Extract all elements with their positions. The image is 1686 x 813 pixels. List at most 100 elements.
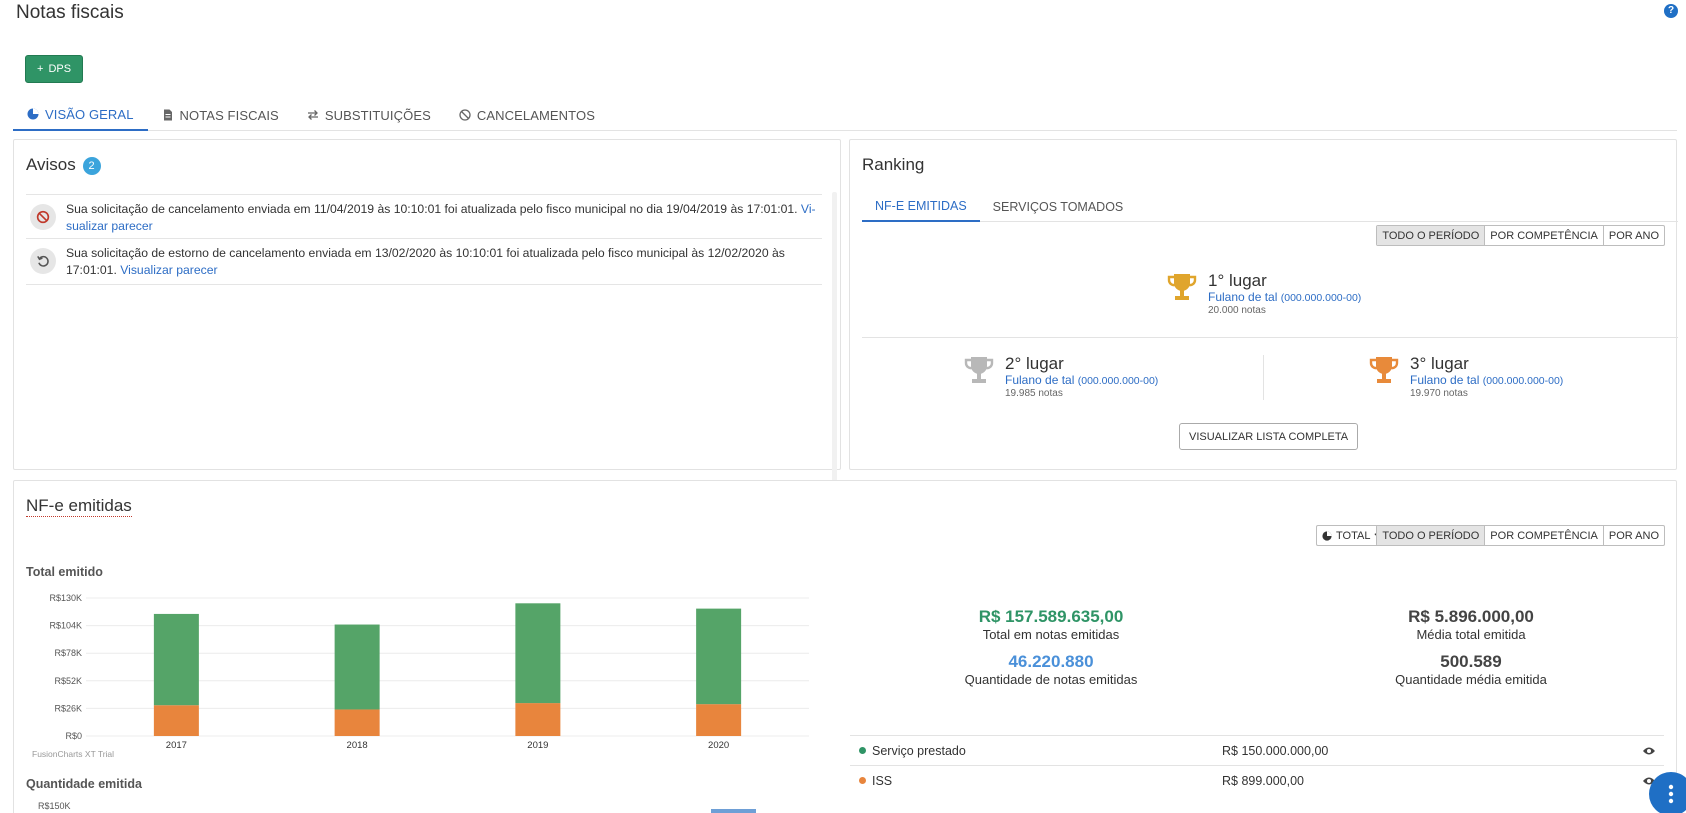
stat-media: R$ 5.896.000,00 Média total emitida (1321, 607, 1621, 642)
period-ano[interactable]: POR ANO (1602, 226, 1664, 245)
view-parecer-link[interactable]: Visualizar parecer (120, 263, 218, 277)
aviso-text: Sua solicitação de estorno de cancelamen… (66, 245, 816, 278)
stat-qtd-media-value: 500.589 (1440, 652, 1502, 671)
avisos-title: Avisos 2 (26, 155, 101, 175)
bar-segment (515, 703, 561, 736)
chart2-title: Quantidade emitida (26, 777, 142, 791)
more-options-button[interactable] (1649, 772, 1686, 813)
ranking-divider (862, 337, 1678, 338)
aviso-item: Sua solicitação de cancelamento enviada … (26, 194, 822, 239)
chart2-first-tick-text: $150K (44, 801, 71, 811)
total-dropdown-label: TOTAL (1317, 526, 1388, 545)
stat-qtd-media-label: Quantidade média emitida (1395, 672, 1547, 687)
total-dropdown[interactable]: TOTAL (1316, 525, 1390, 546)
plus-icon: + (37, 63, 44, 75)
help-icon[interactable]: ? (1664, 4, 1678, 18)
y-tick-label: R$26K (54, 703, 82, 713)
stat-media-label: Média total emitida (1416, 627, 1526, 642)
legend-value: R$ 150.000.000,00 (1222, 743, 1329, 758)
aviso-item: Sua solicitação de estorno de cancelamen… (26, 239, 822, 285)
tab-nfe-emitidas[interactable]: NF-E EMITIDAS (862, 192, 980, 222)
eye-icon[interactable] (1642, 746, 1656, 756)
stat-qtd-label: Quantidade de notas emitidas (964, 672, 1138, 687)
main-tabs: VISÃO GERAL NOTAS FISCAIS SUBSTITUIÇÕES … (13, 99, 1677, 131)
legend-value: R$ 899.000,00 (1222, 773, 1305, 788)
tab-substituicoes[interactable]: SUBSTITUIÇÕES (293, 99, 445, 131)
bar-segment (696, 608, 742, 705)
legend-dot (859, 777, 866, 784)
ban-icon (30, 204, 56, 230)
rank-third: 3° lugar Fulano de tal (000.000.000-00) … (1368, 354, 1563, 400)
nfe-panel: NF-e emitidas TOTAL TODO O PERÍODO POR C… (13, 480, 1677, 813)
rank-count: 19.985 notas (1005, 388, 1063, 399)
tab-visao-geral-label: VISÃO GERAL (45, 106, 134, 122)
add-dps-button[interactable]: + DPS (25, 55, 84, 83)
bar-segment (515, 603, 561, 704)
bar-segment (334, 624, 380, 710)
y-tick-label: R$78K (54, 648, 82, 658)
tab-visao-geral[interactable]: VISÃO GERAL (13, 99, 148, 131)
rank-first-text: 1° lugar Fulano de tal (000.000.000-00) … (1208, 271, 1361, 317)
legend-dot (859, 747, 866, 754)
legend-label: Serviço prestado (872, 743, 966, 758)
period-competencia[interactable]: POR COMPETÊNCIA (1484, 526, 1603, 545)
tab-cancelamentos[interactable]: CANCELAMENTOS (445, 99, 609, 131)
add-dps-label: DPS (48, 63, 72, 75)
ranking-title: Ranking (862, 155, 925, 174)
tab-notas-fiscais[interactable]: NOTAS FISCAIS (148, 99, 293, 131)
rank-name[interactable]: Fulano de tal (000.000.000-00) (1208, 290, 1361, 305)
period-todo[interactable]: TODO O PERÍODO (1377, 226, 1485, 245)
x-tick-label: 2017 (166, 740, 187, 751)
bar-segment (696, 704, 742, 736)
bar-segment (334, 709, 380, 736)
nfe-period-selector: TODO O PERÍODO POR COMPETÊNCIA POR ANO (1376, 525, 1665, 546)
view-parecer-link[interactable]: Vi-sualizar parecer (66, 202, 816, 233)
page-title: Notas fiscais (16, 2, 124, 23)
legend-row-servico: Serviço prestado R$ 150.000.000,00 (850, 735, 1664, 765)
y-tick-label: R$104K (49, 621, 82, 631)
rank-second: 2° lugar Fulano de tal (000.000.000-00) … (963, 354, 1158, 400)
stat-media-value: R$ 5.896.000,00 (1408, 607, 1534, 626)
chart-title: Total emitido (26, 565, 103, 579)
rank-name-text: Fulano de tal (1005, 373, 1075, 387)
rank-place: 2° lugar (1005, 354, 1064, 373)
avisos-scrollbar[interactable] (832, 192, 837, 600)
bar-segment (153, 705, 199, 736)
rank-name[interactable]: Fulano de tal (000.000.000-00) (1410, 373, 1563, 388)
pie-chart-icon (1322, 530, 1332, 541)
document-icon (163, 109, 172, 121)
period-ano[interactable]: POR ANO (1602, 526, 1664, 545)
rank-doc: (000.000.000-00) (1280, 292, 1362, 304)
tab-servicos-tomados[interactable]: SERVIÇOS TOMADOS (992, 200, 1124, 214)
undo-icon (30, 248, 56, 274)
y-tick-label: R$130K (49, 593, 82, 603)
aviso-message: Sua solicitação de estorno de cancelamen… (66, 246, 785, 277)
trophy-bronze-icon (1369, 357, 1399, 383)
period-competencia[interactable]: POR COMPETÊNCIA (1484, 226, 1603, 245)
y-tick-label: R$52K (54, 676, 82, 686)
ban-icon (459, 109, 471, 121)
stat-total-label: Total em notas emitidas (982, 627, 1120, 642)
rank-place: 1° lugar (1208, 271, 1267, 290)
tab-notas-fiscais-label: NOTAS FISCAIS (179, 107, 279, 123)
swap-icon (307, 110, 318, 120)
x-tick-label: 2020 (708, 740, 729, 751)
ranking-vertical-divider (1263, 355, 1264, 400)
avisos-title-text: Avisos (26, 155, 76, 174)
chart2-bar-partial (711, 809, 756, 813)
avisos-panel: Avisos 2 Sua solicitação de cancelamento… (13, 139, 841, 600)
period-todo[interactable]: TODO O PERÍODO (1377, 526, 1485, 545)
stat-total-value: R$ 157.589.635,00 (978, 607, 1124, 626)
tab-cancelamentos-label: CANCELAMENTOS (476, 107, 595, 123)
x-tick-label: 2019 (527, 740, 548, 751)
rank-count: 20.000 notas (1208, 305, 1266, 316)
aviso-message: Sua solicitação de cancelamento enviada … (66, 202, 801, 216)
rank-count: 19.970 notas (1410, 388, 1468, 399)
total-dropdown-text: TOTAL (1336, 529, 1371, 542)
bar-segment (153, 613, 199, 706)
chart2-first-tick: R$150K (38, 801, 71, 811)
ranking-panel: Ranking NF-E EMITIDAS SERVIÇOS TOMADOS T… (849, 139, 1678, 470)
stat-total: R$ 157.589.635,00 Total em notas emitida… (901, 607, 1201, 642)
view-full-list-button[interactable]: VISUALIZAR LISTA COMPLETA (1179, 423, 1359, 450)
rank-name[interactable]: Fulano de tal (000.000.000-00) (1005, 373, 1158, 388)
